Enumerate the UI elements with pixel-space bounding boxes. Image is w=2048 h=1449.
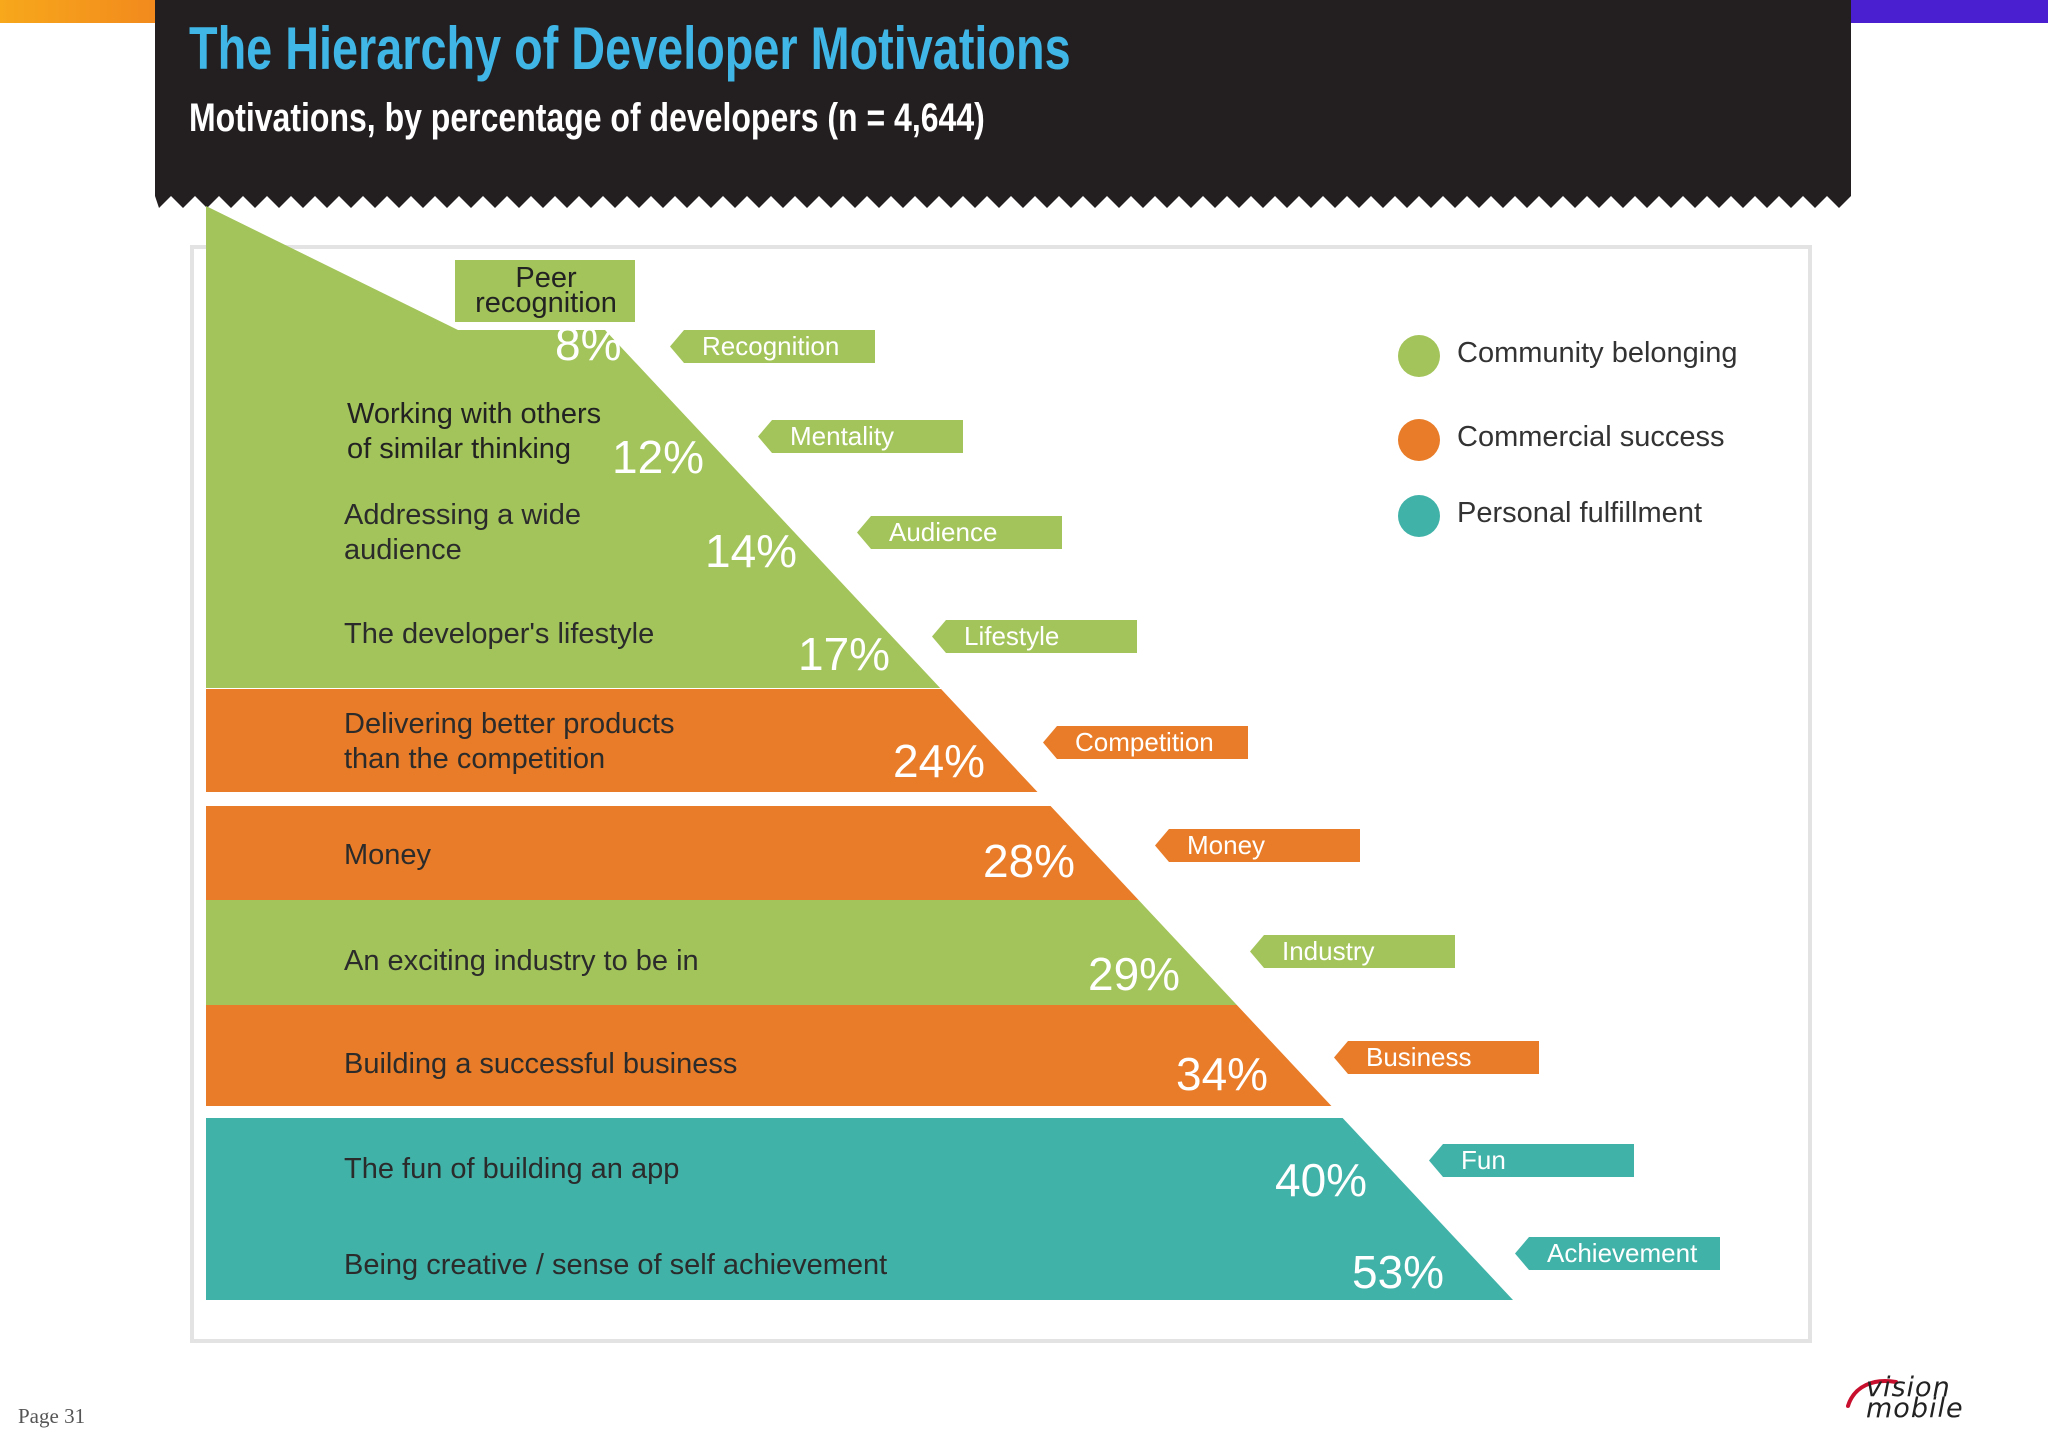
row-value-competition: 24% bbox=[893, 735, 985, 787]
row-label-money: Money bbox=[344, 839, 432, 871]
tag-label-lifestyle: Lifestyle bbox=[964, 621, 1059, 651]
tag-lifestyle bbox=[932, 620, 1137, 653]
banner-background bbox=[155, 0, 1851, 208]
row-value-achievement: 53% bbox=[1352, 1246, 1444, 1298]
page-number: Page 31 bbox=[18, 1404, 86, 1428]
legend-label-community: Community belonging bbox=[1457, 337, 1738, 369]
row-label-mentality: Working with others bbox=[347, 398, 601, 430]
row-label-industry: An exciting industry to be in bbox=[344, 945, 699, 977]
row-value-lifestyle: 17% bbox=[798, 628, 890, 680]
pyramid-band-competition bbox=[206, 689, 1038, 792]
row-label-audience: audience bbox=[344, 534, 462, 566]
vision-mobile-logo: vision mobile bbox=[1838, 1372, 1998, 1428]
row-label-recognition: Peer bbox=[515, 262, 577, 294]
legend-item-personal: Personal fulfillment bbox=[1398, 493, 1838, 537]
row-label-recognition: recognition bbox=[475, 287, 617, 319]
row-value-mentality: 12% bbox=[612, 431, 704, 483]
row-value-fun: 40% bbox=[1275, 1154, 1367, 1206]
row-value-industry: 29% bbox=[1088, 948, 1180, 1000]
row-label-business: Building a successful business bbox=[344, 1048, 737, 1080]
tag-mentality bbox=[758, 420, 963, 453]
row-label-competition: Delivering better products bbox=[344, 708, 674, 740]
row-label-fun: The fun of building an app bbox=[344, 1153, 679, 1185]
row-value-business: 34% bbox=[1176, 1048, 1268, 1100]
logo-word-vision: vision bbox=[1866, 1372, 1951, 1403]
legend-item-community: Community belonging bbox=[1398, 333, 1838, 377]
peer-recognition-box bbox=[455, 260, 635, 322]
tag-business bbox=[1334, 1041, 1539, 1074]
tag-label-business: Business bbox=[1366, 1042, 1472, 1072]
row-label-achievement: Being creative / sense of self achieveme… bbox=[344, 1249, 887, 1281]
tag-money bbox=[1155, 829, 1360, 862]
tag-label-audience: Audience bbox=[889, 517, 997, 547]
row-label-lifestyle: The developer's lifestyle bbox=[344, 618, 654, 650]
page-title: The Hierarchy of Developer Motivations bbox=[189, 15, 1071, 82]
tag-fun bbox=[1429, 1144, 1634, 1177]
legend-dot-commercial bbox=[1398, 419, 1440, 461]
row-label-competition: than the competition bbox=[344, 743, 605, 775]
tag-label-money: Money bbox=[1187, 830, 1265, 860]
tag-label-mentality: Mentality bbox=[790, 421, 894, 451]
page-subtitle: Motivations, by percentage of developers… bbox=[189, 96, 985, 140]
tag-recognition bbox=[670, 330, 875, 363]
pyramid-band-fun bbox=[206, 1118, 1513, 1300]
accent-bar-right bbox=[1851, 0, 2048, 23]
title-banner: The Hierarchy of Developer Motivations M… bbox=[155, 0, 1851, 210]
tag-label-competition: Competition bbox=[1075, 727, 1214, 757]
pyramid-band-industry bbox=[206, 900, 1237, 1005]
legend-label-commercial: Commercial success bbox=[1457, 421, 1725, 453]
accent-bar-left bbox=[0, 0, 155, 23]
legend-label-personal: Personal fulfillment bbox=[1457, 497, 1702, 529]
pyramid-region-community-top bbox=[206, 206, 941, 688]
row-value-recognition: 8% bbox=[555, 318, 621, 370]
tag-industry bbox=[1250, 935, 1455, 968]
tag-label-fun: Fun bbox=[1461, 1145, 1506, 1175]
row-value-audience: 14% bbox=[705, 525, 797, 577]
row-label-mentality: of similar thinking bbox=[347, 433, 571, 465]
tag-audience bbox=[857, 516, 1062, 549]
legend-dot-personal bbox=[1398, 495, 1440, 537]
row-label-audience: Addressing a wide bbox=[344, 499, 581, 531]
legend-dot-community bbox=[1398, 335, 1440, 377]
tag-achievement bbox=[1515, 1237, 1720, 1270]
logo-word-mobile: mobile bbox=[1866, 1393, 1964, 1424]
tag-label-industry: Industry bbox=[1282, 936, 1375, 966]
tag-label-recognition: Recognition bbox=[702, 331, 839, 361]
row-value-money: 28% bbox=[983, 835, 1075, 887]
tag-label-achievement: Achievement bbox=[1547, 1238, 1698, 1268]
pyramid-band-business bbox=[206, 1005, 1332, 1106]
logo-swoosh-icon bbox=[1846, 1379, 1898, 1408]
tag-competition bbox=[1043, 726, 1248, 759]
legend-item-commercial: Commercial success bbox=[1398, 417, 1838, 461]
pyramid-band-money bbox=[206, 806, 1139, 900]
